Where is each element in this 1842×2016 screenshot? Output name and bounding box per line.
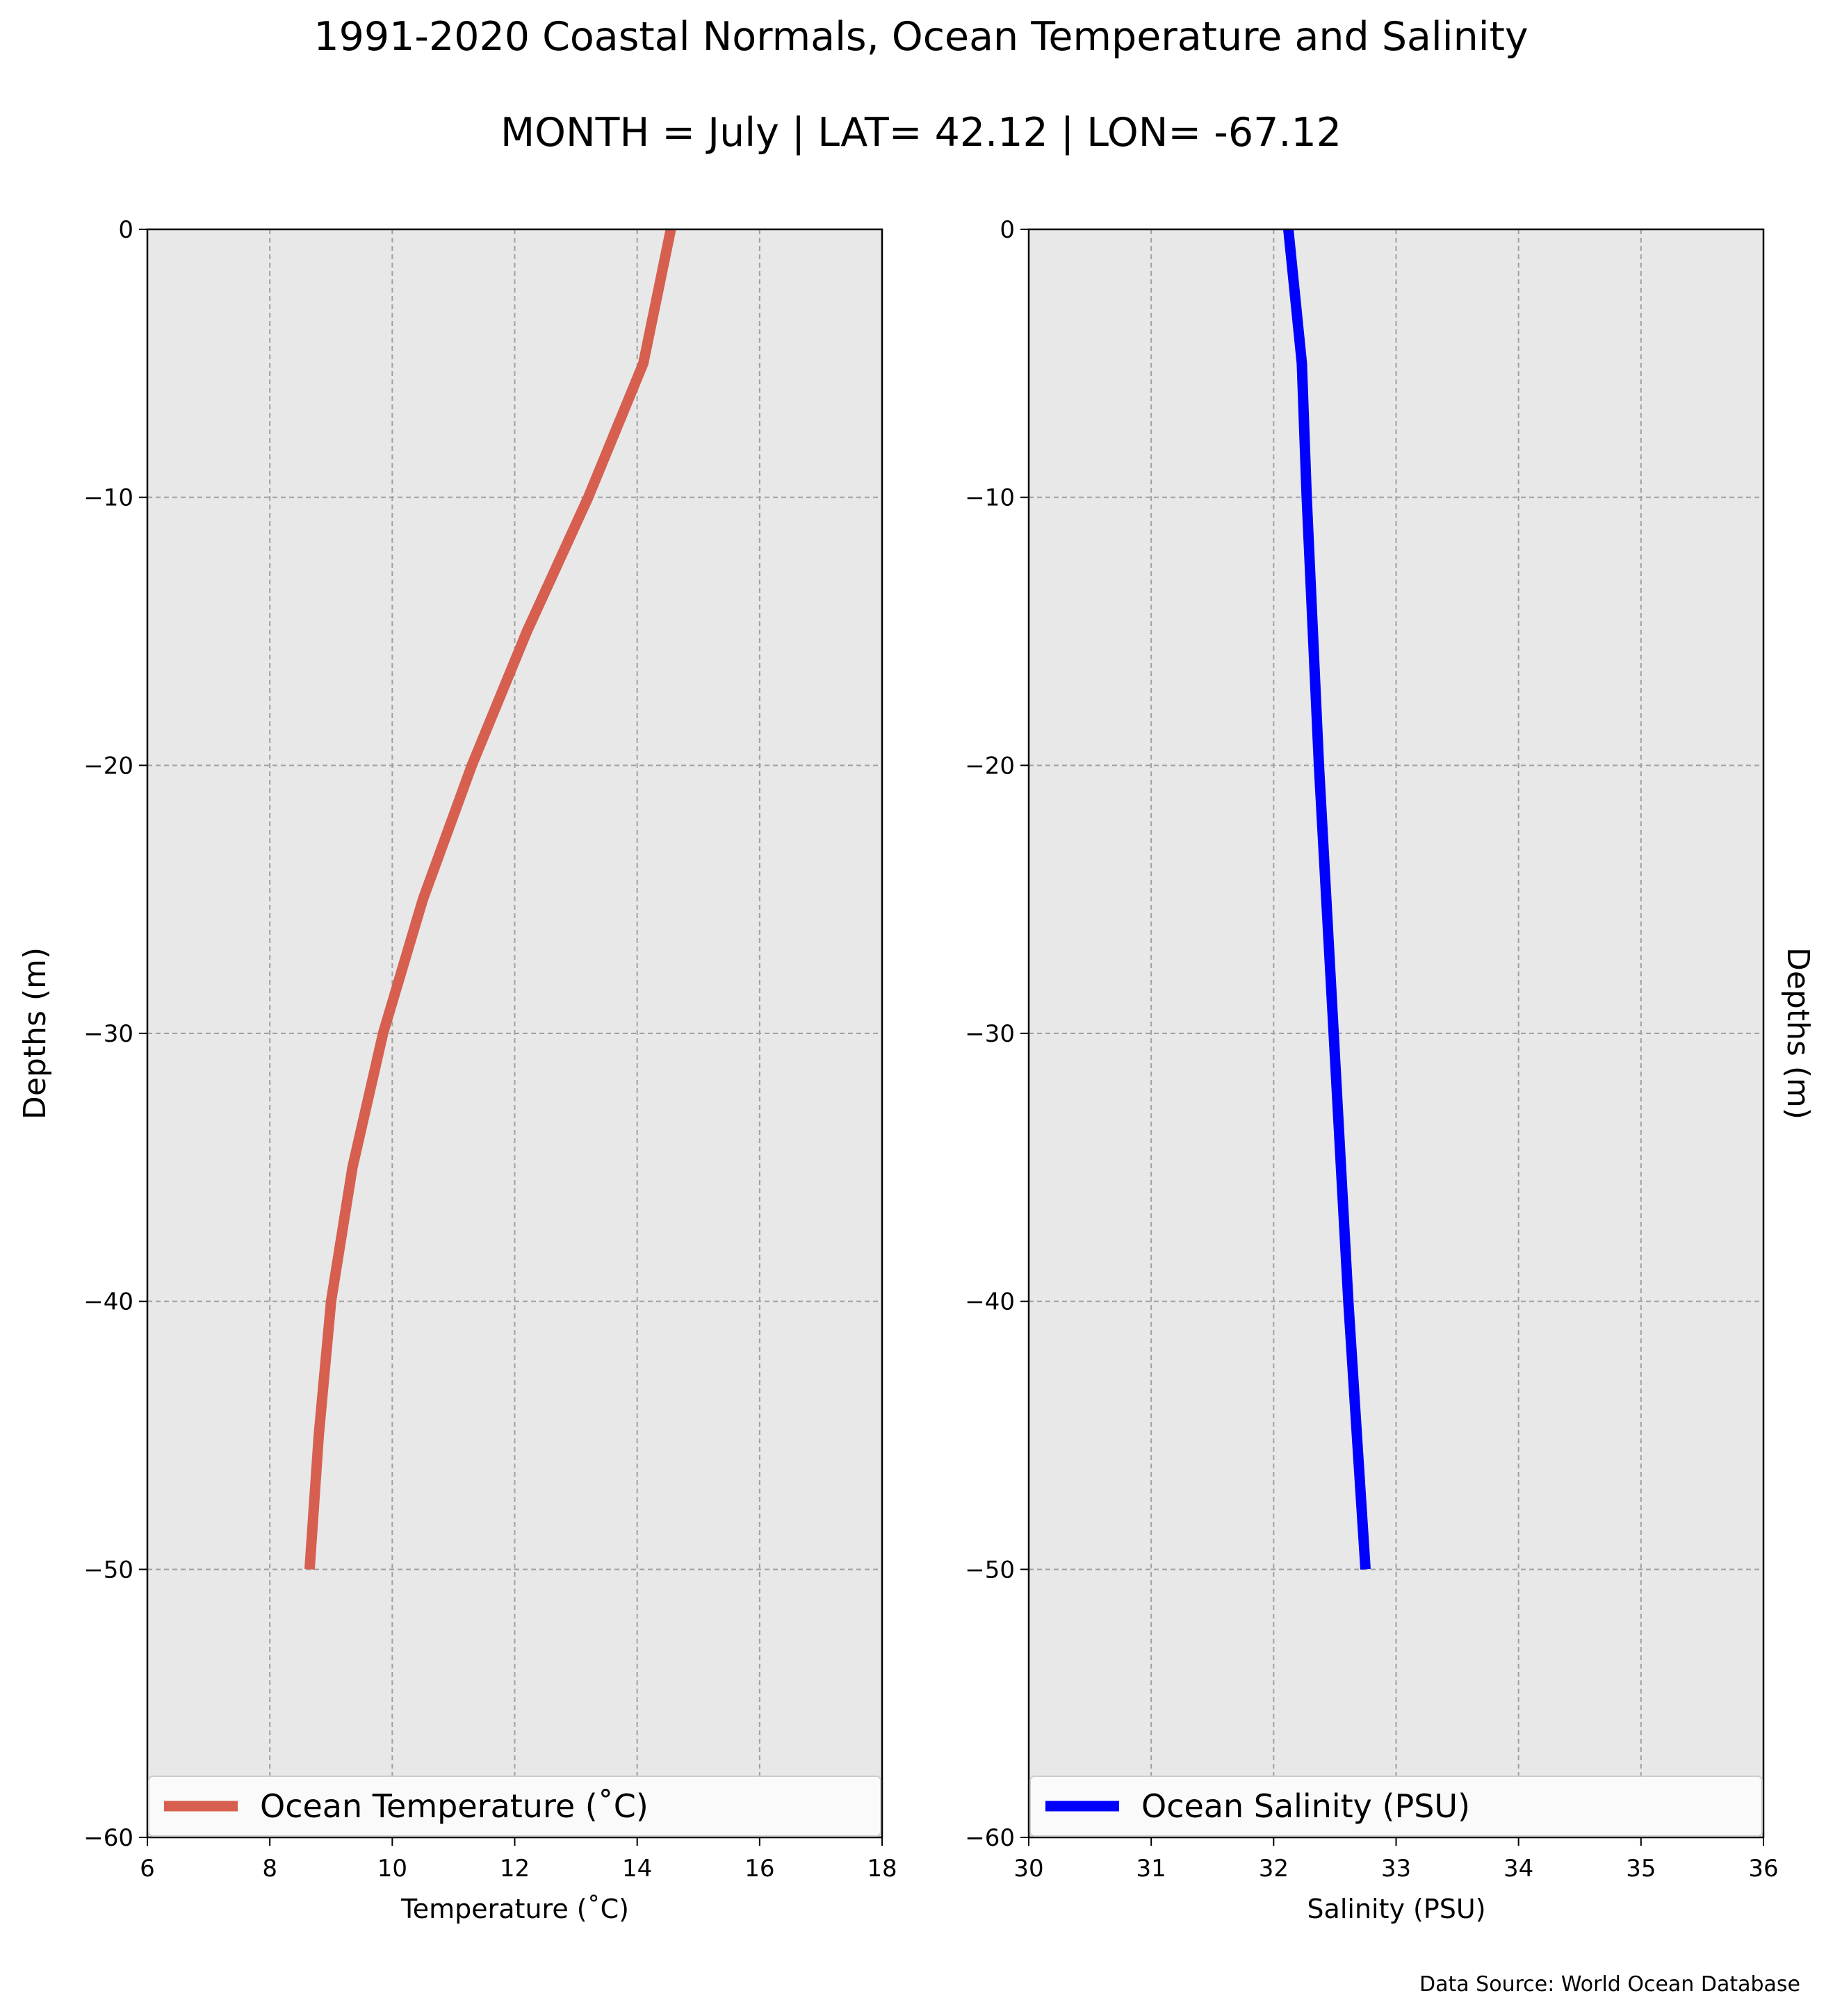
temperature-y-tick-label: −60 — [83, 1824, 133, 1852]
temperature-y-tick-label: −40 — [83, 1288, 133, 1316]
salinity-y-axis-label: Depths (m) — [1780, 947, 1816, 1120]
temperature-legend-box — [148, 1776, 881, 1837]
salinity-y-tick-label: −10 — [965, 484, 1015, 512]
temperature-y-tick-label: −10 — [83, 484, 133, 512]
salinity-panel: 30 31 32 33 34 35 36 0 −10 −20 −30 −40 −50 −60 Ocean S… — [965, 216, 1778, 1883]
chart-subtitle: MONTH = July | LAT= 42.12 | LON= -67.12 — [500, 110, 1342, 156]
salinity-x-tick-label: 31 — [1136, 1855, 1166, 1883]
salinity-legend-label: Ocean Salinity (PSU) — [1141, 1787, 1470, 1825]
salinity-axes-frame — [1027, 228, 1765, 1839]
salinity-y-tick-label: −60 — [965, 1824, 1015, 1852]
temperature-x-axis-label: Temperature (˚C) — [400, 1894, 629, 1924]
salinity-x-tick-label: 36 — [1748, 1855, 1778, 1883]
temperature-x-tick-label: 10 — [377, 1855, 407, 1883]
salinity-legend-box — [1029, 1776, 1763, 1837]
salinity-series-line — [1283, 229, 1371, 1570]
temperature-y-axis-label: Depths (m) — [17, 947, 53, 1120]
temperature-legend: Ocean Temperature (˚C) — [148, 1776, 881, 1837]
chart-title: 1991-2020 Coastal Normals, Ocean Tempera… — [313, 14, 1528, 60]
temperature-y-tick-label: −30 — [83, 1020, 133, 1048]
salinity-x-tick-label: 32 — [1259, 1855, 1289, 1883]
temperature-y-tick-label: −20 — [83, 752, 133, 780]
salinity-x-tick-label: 35 — [1626, 1855, 1656, 1883]
salinity-x-tick-label: 34 — [1503, 1855, 1533, 1883]
temperature-x-tick-label: 16 — [744, 1855, 774, 1883]
salinity-y-tick-label: −30 — [965, 1020, 1015, 1048]
temperature-x-tick-label: 14 — [622, 1855, 652, 1883]
salinity-y-tick-label: −50 — [965, 1556, 1015, 1584]
temperature-x-tick-label: 12 — [500, 1855, 530, 1883]
salinity-x-tick-label: 33 — [1381, 1855, 1411, 1883]
temperature-y-tick-label: −50 — [83, 1556, 133, 1584]
salinity-x-tick-label: 30 — [1013, 1855, 1043, 1883]
temperature-x-tick-label: 6 — [140, 1855, 155, 1883]
salinity-y-tick-label: −20 — [965, 752, 1015, 780]
salinity-y-tick-label: 0 — [1000, 216, 1015, 244]
salinity-y-tick-label: −40 — [965, 1288, 1015, 1316]
salinity-x-axis-label: Salinity (PSU) — [1307, 1894, 1485, 1924]
temperature-axes-frame — [146, 228, 883, 1839]
temperature-y-tick-label: 0 — [118, 216, 133, 244]
temperature-panel: 6 8 10 12 14 16 18 0 −10 −20 −30 −40 −50 −60 Ocean Tem… — [83, 216, 897, 1883]
temperature-x-tick-label: 18 — [867, 1855, 897, 1883]
salinity-legend: Ocean Salinity (PSU) — [1029, 1776, 1763, 1837]
temperature-x-tick-label: 8 — [262, 1855, 277, 1883]
temperature-series-line — [304, 228, 676, 1570]
data-source-note: Data Source: World Ocean Database — [1419, 1972, 1800, 1997]
temperature-legend-label: Ocean Temperature (˚C) — [260, 1787, 649, 1825]
